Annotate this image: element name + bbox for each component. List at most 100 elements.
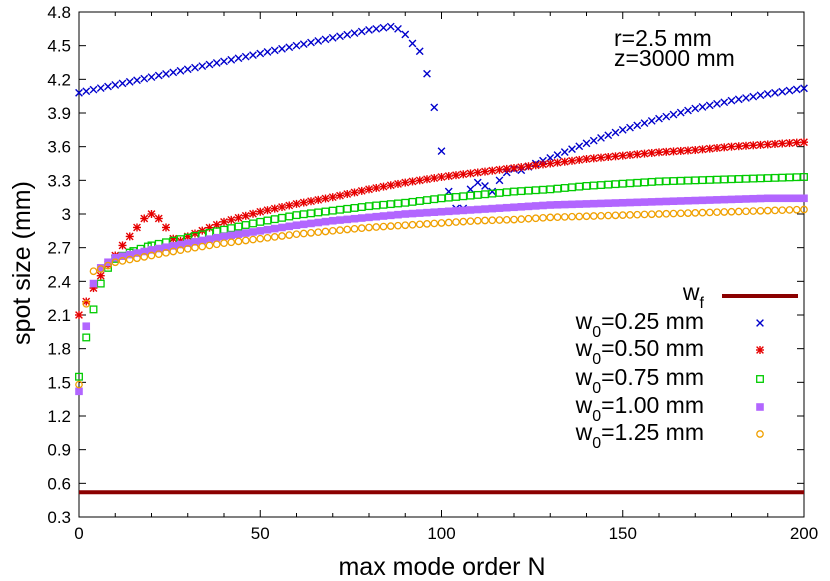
data-point [241,211,250,220]
data-point [176,66,185,75]
data-point [546,185,555,194]
data-point [531,202,540,210]
data-point [111,258,120,267]
data-point [328,193,337,202]
data-point [618,211,627,219]
data-point [481,167,489,176]
data-point [278,232,286,240]
data-point [365,185,373,194]
legend-label: w0=0.75 mm [575,364,704,397]
data-point [430,174,439,183]
data-point [662,209,671,218]
data-point [154,214,163,223]
data-point [691,209,700,217]
data-point [778,87,787,96]
data-point [249,235,257,244]
data-point [372,223,381,231]
data-point [618,151,627,160]
data-point [698,103,707,111]
data-point [676,176,685,185]
data-point [452,171,460,180]
data-point [510,163,518,172]
data-point [336,191,344,200]
data-point [531,161,540,170]
data-point [118,252,127,260]
data-point [524,202,533,211]
data-point [568,156,576,165]
legend-label-wf: wf [682,279,705,312]
data-point [82,322,91,331]
data-point [705,101,714,110]
data-point [749,194,758,203]
data-point [270,233,279,241]
data-point [249,228,257,236]
data-point [299,198,308,207]
data-point [394,179,402,188]
data-point [669,197,678,206]
data-point [357,186,366,195]
data-point [568,183,576,192]
data-point [336,216,344,224]
data-point [263,216,272,225]
data-point [191,238,199,246]
data-point [756,174,765,183]
data-point [96,279,105,288]
data-point [82,299,91,308]
x-tick-label: 200 [790,524,818,543]
data-point [560,213,569,221]
data-point [408,39,417,48]
data-point [524,186,533,195]
data-point [365,213,373,222]
data-point [299,220,308,229]
y-tick-label: 1.2 [47,407,71,426]
data-point [640,210,649,219]
data-point [430,219,439,228]
data-point [720,143,729,152]
data-point [589,212,598,220]
data-point [560,200,569,209]
data-point [104,261,112,270]
data-point [321,207,330,216]
data-point [698,196,707,205]
y-tick-label: 2.4 [47,272,71,291]
data-point [365,202,373,211]
data-point [314,37,323,45]
data-point [234,230,243,238]
data-point [705,196,714,204]
data-point [640,198,649,206]
data-point [495,176,504,185]
data-point [147,73,156,81]
data-point [328,33,337,42]
data-point [778,173,787,182]
data-point [546,201,555,209]
data-point [386,22,395,31]
data-point [669,209,678,218]
data-point [539,213,547,222]
data-point [771,173,779,182]
legend-marker [756,403,764,411]
data-point [771,88,779,97]
y-tick-label: 3.3 [47,171,71,190]
data-point [510,187,518,196]
data-point [502,215,511,224]
data-point [713,208,721,217]
series-1 [75,138,808,319]
data-point [640,149,649,158]
data-point [676,146,685,155]
data-point [473,205,482,214]
data-point [604,152,613,161]
data-point [763,194,772,203]
data-point [307,229,315,237]
data-point [785,173,794,182]
data-point [321,217,330,226]
data-point [278,223,286,232]
data-point [800,138,808,147]
data-point [75,88,83,97]
data-point [720,208,729,216]
data-point [154,244,163,253]
data-point [473,216,482,225]
data-point [684,196,692,205]
data-point [314,228,323,237]
data-point [684,146,692,155]
